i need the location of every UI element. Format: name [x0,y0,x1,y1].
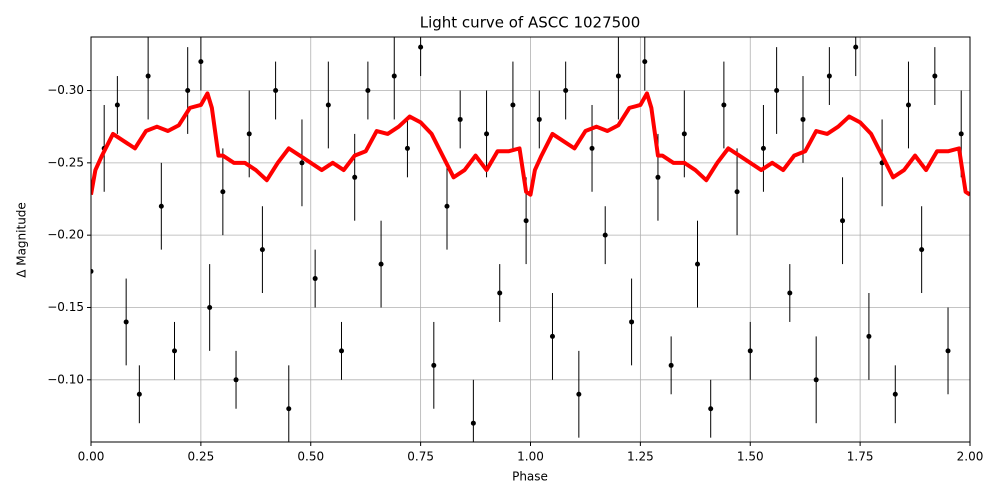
data-point [470,420,476,426]
data-point [853,44,859,50]
data-point [787,290,793,296]
data-point [708,406,714,412]
data-point [892,391,898,397]
data-point [145,73,151,79]
y-tick-label: −0.10 [47,372,84,386]
data-point [536,116,542,122]
data-point [378,261,384,267]
data-point [391,73,397,79]
data-point [615,73,621,79]
data-point [734,189,740,195]
data-point [299,160,305,166]
data-point [800,116,806,122]
data-point [523,218,529,224]
data-point [576,391,582,397]
trend-line [91,91,970,197]
y-tick-label: −0.15 [47,300,84,314]
x-tick-label: 0.50 [297,450,324,464]
y-axis-label: Δ Magnitude [15,202,29,278]
data-point [840,218,846,224]
x-axis-label: Phase [512,470,548,484]
data-point [339,348,345,354]
data-point [172,348,178,354]
data-point [905,102,911,108]
data-point [158,203,164,209]
data-point [207,304,213,310]
y-tick-label: −0.25 [47,155,84,169]
data-point [312,276,318,282]
data-point [668,362,674,368]
data-point [655,174,661,180]
data-point [589,145,595,151]
data-point [123,319,129,325]
x-tick-label: 0.25 [188,450,215,464]
y-tick-label: −0.20 [47,228,84,242]
data-point [91,268,94,274]
data-point [681,131,687,137]
data-point [444,203,450,209]
data-point [233,377,239,383]
x-tick-label: 1.00 [517,450,544,464]
data-point [642,59,648,65]
data-point [497,290,503,296]
data-point [114,102,120,108]
data-point [563,88,569,94]
data-point [484,131,490,137]
data-point [813,377,819,383]
data-point [220,189,226,195]
data-point [273,88,279,94]
data-point [418,44,424,50]
x-tick-label: 1.50 [737,450,764,464]
data-point [185,88,191,94]
x-tick-label: 0.75 [407,450,434,464]
data-point [457,116,463,122]
data-point [945,348,951,354]
data-point [259,247,265,253]
x-tick-label: 2.00 [957,450,984,464]
data-point [198,59,204,65]
data-point [866,333,872,339]
data-point [747,348,753,354]
data-point [325,102,331,108]
data-point [352,174,358,180]
data-point [286,406,292,412]
data-point [246,131,252,137]
data-point [760,145,766,151]
y-tick-label: −0.30 [47,83,84,97]
data-point [629,319,635,325]
data-point [510,102,516,108]
x-tick-label: 1.75 [847,450,874,464]
x-tick-label: 0.00 [78,450,105,464]
data-point [695,261,701,267]
data-point [136,391,142,397]
x-tick-label: 1.25 [627,450,654,464]
data-point [826,73,832,79]
data-point [404,145,410,151]
data-point [549,333,555,339]
data-point [602,232,608,238]
data-point [919,247,925,253]
data-point [774,88,780,94]
data-point [958,131,964,137]
data-point [365,88,371,94]
data-point [431,362,437,368]
chart-title: Light curve of ASCC 1027500 [420,14,641,32]
data-point [721,102,727,108]
data-point [932,73,938,79]
